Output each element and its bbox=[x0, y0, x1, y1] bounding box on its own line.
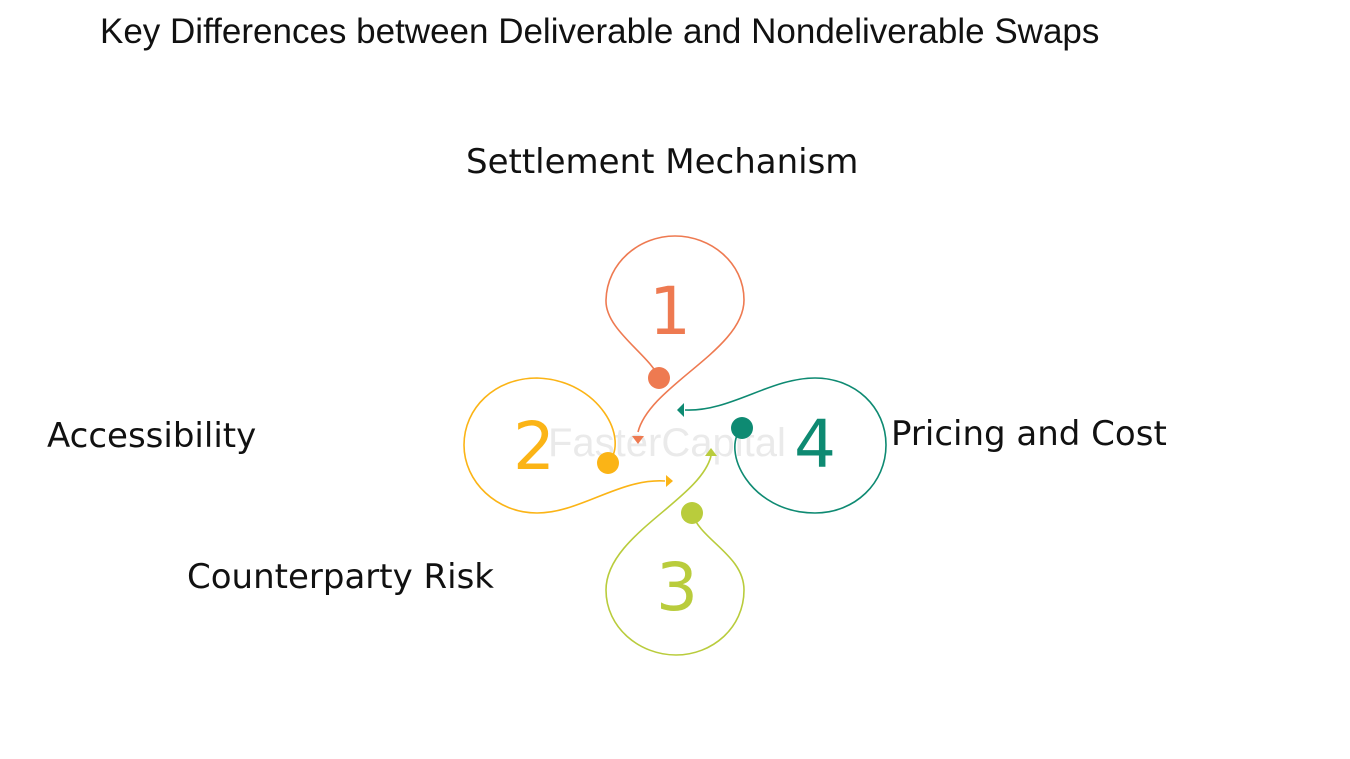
loop-3-number: 3 bbox=[656, 549, 698, 626]
loop-2: 2 bbox=[463, 377, 673, 514]
loop-3-curve bbox=[605, 455, 745, 656]
loop-1-dot bbox=[648, 367, 670, 389]
loop-1-arrowhead bbox=[632, 436, 644, 444]
label-counterparty-risk: Counterparty Risk bbox=[187, 557, 494, 597]
loop-1-number: 1 bbox=[649, 273, 691, 350]
loop-4: 4 bbox=[677, 377, 887, 514]
loop-2-number: 2 bbox=[513, 408, 555, 485]
loop-4-curve bbox=[684, 377, 887, 514]
loop-1: 1 bbox=[605, 235, 745, 444]
label-settlement-mechanism: Settlement Mechanism bbox=[466, 142, 859, 182]
diagram-title: Key Differences between Deliverable and … bbox=[100, 12, 1100, 51]
label-accessibility: Accessibility bbox=[47, 416, 257, 456]
label-pricing-and-cost: Pricing and Cost bbox=[891, 414, 1167, 454]
loop-4-dot bbox=[731, 417, 753, 439]
loop-2-dot bbox=[597, 452, 619, 474]
loop-3-dot bbox=[681, 502, 703, 524]
loop-4-arrowhead bbox=[677, 403, 684, 417]
loop-2-arrowhead bbox=[666, 475, 673, 487]
loop-2-curve bbox=[463, 377, 666, 514]
loop-3-arrowhead bbox=[705, 448, 717, 456]
loop-1-curve bbox=[605, 235, 745, 433]
loop-3: 3 bbox=[605, 448, 745, 656]
loop-4-number: 4 bbox=[794, 406, 836, 483]
